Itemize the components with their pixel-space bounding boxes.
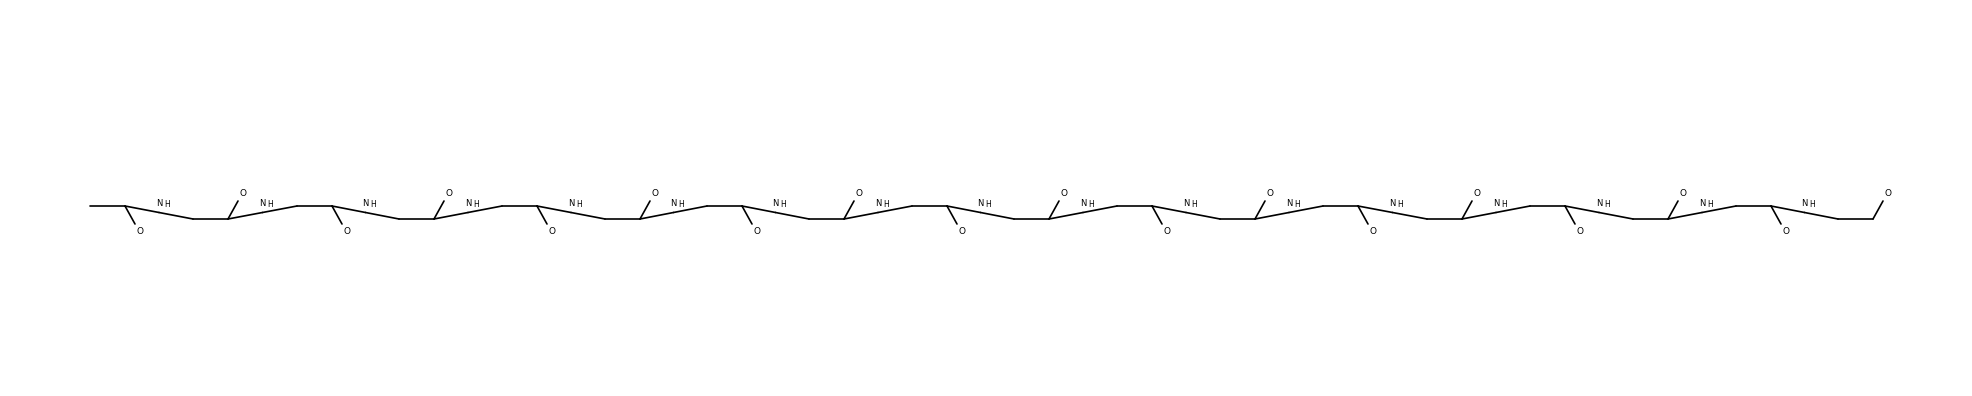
Text: H: H <box>1398 200 1404 209</box>
Text: N: N <box>1183 198 1189 208</box>
Text: N: N <box>1800 198 1808 208</box>
Text: O: O <box>651 189 659 198</box>
Text: N: N <box>363 198 369 208</box>
Text: H: H <box>371 200 377 209</box>
Text: O: O <box>1061 189 1067 198</box>
Text: H: H <box>164 200 170 209</box>
Text: O: O <box>239 189 246 198</box>
Text: H: H <box>1810 200 1816 209</box>
Text: H: H <box>473 200 479 209</box>
Text: O: O <box>1266 189 1274 198</box>
Text: O: O <box>446 189 452 198</box>
Text: O: O <box>1163 227 1171 236</box>
Text: H: H <box>1089 200 1094 209</box>
Text: H: H <box>883 200 889 209</box>
Text: O: O <box>1473 189 1481 198</box>
Text: O: O <box>1885 189 1891 198</box>
Text: H: H <box>781 200 787 209</box>
Text: N: N <box>1390 198 1396 208</box>
Text: O: O <box>856 189 862 198</box>
Text: O: O <box>1680 189 1686 198</box>
Text: H: H <box>678 200 684 209</box>
Text: O: O <box>343 227 351 236</box>
Text: N: N <box>156 198 162 208</box>
Text: N: N <box>773 198 779 208</box>
Text: N: N <box>978 198 984 208</box>
Text: O: O <box>958 227 966 236</box>
Text: N: N <box>670 198 676 208</box>
Text: H: H <box>576 200 582 209</box>
Text: H: H <box>1294 200 1300 209</box>
Text: H: H <box>1603 200 1609 209</box>
Text: H: H <box>1708 200 1714 209</box>
Text: O: O <box>1369 227 1376 236</box>
Text: N: N <box>1286 198 1292 208</box>
Text: O: O <box>1783 227 1789 236</box>
Text: N: N <box>465 198 471 208</box>
Text: O: O <box>136 227 144 236</box>
Text: N: N <box>1595 198 1601 208</box>
Text: N: N <box>1081 198 1087 208</box>
Text: N: N <box>568 198 574 208</box>
Text: H: H <box>986 200 992 209</box>
Text: H: H <box>268 200 274 209</box>
Text: H: H <box>1191 200 1197 209</box>
Text: N: N <box>876 198 881 208</box>
Text: N: N <box>1493 198 1499 208</box>
Text: N: N <box>1698 198 1706 208</box>
Text: O: O <box>1576 227 1584 236</box>
Text: O: O <box>753 227 761 236</box>
Text: H: H <box>1501 200 1507 209</box>
Text: N: N <box>258 198 266 208</box>
Text: O: O <box>548 227 556 236</box>
